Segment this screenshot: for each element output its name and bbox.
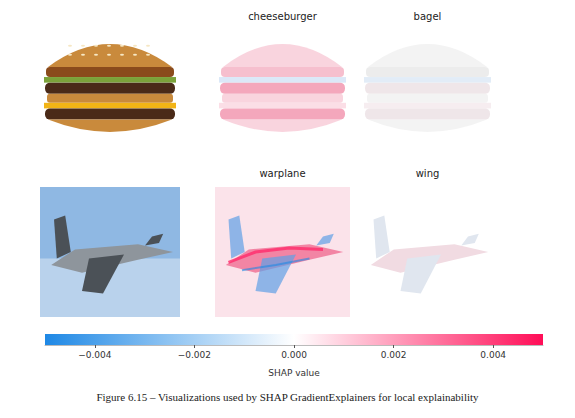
svg-text:wing: wing: [416, 168, 440, 179]
svg-text:warplane: warplane: [259, 168, 305, 179]
html-text:Figure 6.15 – Visualizations u: Figure 6.15 – Visualizations used by SHA…: [96, 391, 479, 403]
svg-text:0.004: 0.004: [480, 350, 506, 360]
svg-text:SHAP value: SHAP value: [268, 368, 320, 378]
svg-text:−0.002: −0.002: [178, 350, 211, 360]
svg-text:−0.004: −0.004: [78, 350, 112, 360]
svg-text:0.002: 0.002: [381, 350, 407, 360]
svg-text:0.000: 0.000: [281, 350, 307, 360]
svg-text:cheeseburger: cheeseburger: [248, 11, 318, 22]
svg-text:bagel: bagel: [414, 11, 442, 22]
